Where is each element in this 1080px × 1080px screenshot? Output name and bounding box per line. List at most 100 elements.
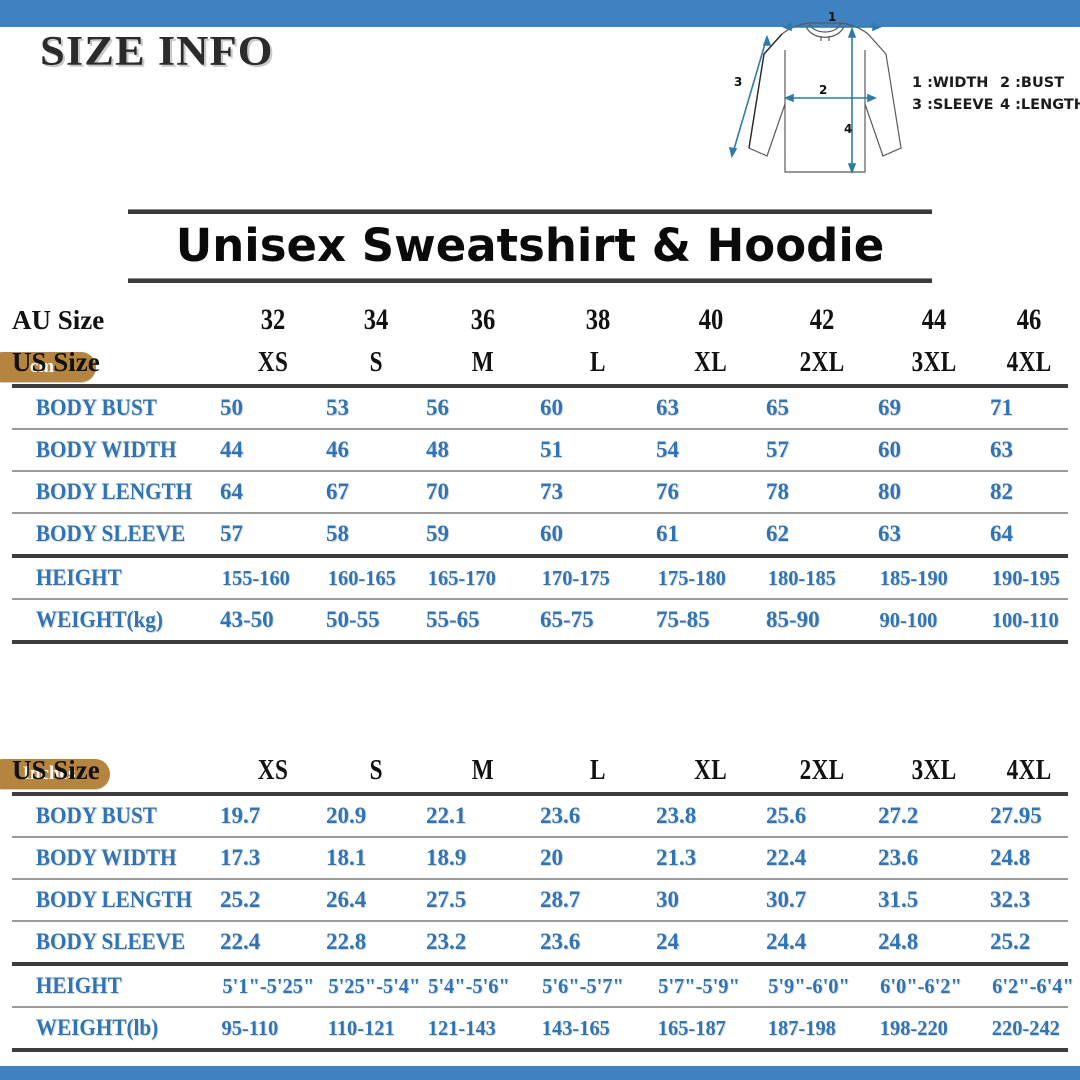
cell-XS: 43-50 (220, 599, 326, 644)
us-size-value: 2XL (799, 345, 845, 378)
au-size-value: 42 (809, 303, 835, 336)
cell-value: 5'1"-5'25" (222, 973, 315, 998)
cell-value: 165-170 (427, 565, 496, 590)
us-size-value: L (590, 345, 606, 378)
row-label-text: BODY LENGTH (35, 479, 193, 504)
cell-value: 20.9 (326, 803, 367, 828)
cell-value: 67 (326, 479, 349, 504)
cell-2XL: 30.7 (766, 879, 878, 922)
cell-S: 20.9 (326, 794, 426, 838)
cell-4XL: 27.95 (990, 794, 1068, 838)
cell-value: 32.3 (990, 887, 1031, 912)
row-label-body-bust: BODY BUST (12, 386, 220, 430)
cell-value: 24.4 (766, 929, 807, 954)
us-size-label: US Size (12, 346, 100, 377)
us-size-cell-L: L (540, 340, 656, 388)
row-label-text: HEIGHT (35, 565, 122, 590)
table-row: BODY BUST 19.7 20.9 22.1 23.6 23.8 25.6 27.2 27.… (12, 794, 1068, 838)
measurement-legend: 1 :WIDTH 2 :BUST 3 :SLEEVE 4 :LENGTH (912, 72, 1080, 116)
cell-XL: 63 (656, 386, 766, 430)
cell-M: 55-65 (426, 599, 540, 644)
us-size-cell-4XL: 4XL (990, 748, 1068, 796)
us-size-cell-S: S (326, 748, 426, 796)
cell-3XL: 185-190 (878, 556, 990, 600)
us-size-value: XL (694, 753, 728, 786)
cell-value: 71 (990, 395, 1013, 420)
cell-value: 30 (656, 887, 679, 912)
us-size-value: XS (257, 753, 289, 786)
table-row: BODY WIDTH 17.3 18.1 18.9 20 21.3 22.4 23.6 24.8 (12, 837, 1068, 880)
au-size-value: 46 (1016, 303, 1042, 336)
au-size-cell-XL: 40 (656, 300, 766, 340)
cell-value: 198-220 (879, 1015, 948, 1040)
cell-value: 121-143 (427, 1015, 496, 1040)
au-size-value: 38 (585, 303, 611, 336)
table-row: BODY WIDTH 44 46 48 51 54 57 60 63 (12, 429, 1068, 472)
cell-4XL: 100-110 (990, 599, 1068, 644)
row-label-body-bust: BODY BUST (12, 794, 220, 838)
cell-value: 51 (540, 437, 563, 462)
row-label-weight-kg: WEIGHT(kg) (12, 599, 220, 644)
table-row: BODY SLEEVE 57 58 59 60 61 62 63 64 (12, 513, 1068, 558)
cell-XL: 75-85 (656, 599, 766, 644)
cell-value: 57 (220, 521, 243, 546)
cell-value: 43-50 (220, 607, 274, 632)
cell-value: 23.8 (656, 803, 697, 828)
cell-value: 27.95 (990, 803, 1042, 828)
cell-value: 19.7 (220, 803, 261, 828)
au-size-value: 32 (260, 303, 286, 336)
cell-value: 65-75 (540, 607, 594, 632)
cell-M: 23.2 (426, 921, 540, 966)
cell-M: 165-170 (426, 556, 540, 600)
us-size-value: XS (257, 345, 289, 378)
cell-XS: 25.2 (220, 879, 326, 922)
cell-value: 56 (426, 395, 449, 420)
row-label-weight-lb: WEIGHT(lb) (12, 1007, 220, 1052)
cell-value: 30.7 (766, 887, 807, 912)
cell-value: 23.2 (426, 929, 467, 954)
cell-value: 55-65 (426, 607, 480, 632)
cell-2XL: 62 (766, 513, 878, 558)
us-size-cell-2XL: 2XL (766, 340, 878, 388)
table-header-row-au: AU Size 32 34 36 38 40 42 44 46 (12, 300, 1068, 340)
cell-2XL: 187-198 (766, 1007, 878, 1052)
table-row: BODY LENGTH 64 67 70 73 76 78 80 82 (12, 471, 1068, 514)
cell-2XL: 24.4 (766, 921, 878, 966)
us-size-cell-4XL: 4XL (990, 340, 1068, 388)
cell-value: 23.6 (540, 929, 581, 954)
cell-L: 170-175 (540, 556, 656, 600)
marker-4-length: 4 (844, 122, 852, 136)
cell-3XL: 31.5 (878, 879, 990, 922)
cell-3XL: 6'0"-6'2" (878, 964, 990, 1008)
cell-value: 65 (766, 395, 789, 420)
cell-4XL: 25.2 (990, 921, 1068, 966)
table-row: WEIGHT(kg) 43-50 50-55 55-65 65-75 75-85 85-90… (12, 599, 1068, 644)
cell-XL: 24 (656, 921, 766, 966)
au-size-cell-S: 34 (326, 300, 426, 340)
us-size-cell-3XL: 3XL (878, 340, 990, 388)
header-label-au: AU Size (12, 300, 220, 340)
cell-value: 76 (656, 479, 679, 504)
cell-M: 56 (426, 386, 540, 430)
cell-value: 53 (326, 395, 349, 420)
cell-value: 90-100 (879, 607, 938, 632)
au-size-label: AU Size (12, 304, 105, 335)
row-label-text: BODY WIDTH (35, 845, 177, 870)
cell-value: 155-160 (221, 565, 290, 590)
cell-value: 24.8 (990, 845, 1031, 870)
cell-value: 170-175 (541, 565, 610, 590)
row-label-height: HEIGHT (12, 964, 220, 1008)
cell-2XL: 25.6 (766, 794, 878, 838)
cell-M: 22.1 (426, 794, 540, 838)
cell-value: 100-110 (991, 607, 1059, 632)
cell-L: 20 (540, 837, 656, 880)
au-size-cell-2XL: 42 (766, 300, 878, 340)
cell-value: 61 (656, 521, 679, 546)
cell-value: 22.8 (326, 929, 367, 954)
cell-S: 46 (326, 429, 426, 472)
cell-M: 18.9 (426, 837, 540, 880)
au-size-cell-4XL: 46 (990, 300, 1068, 340)
table-row: BODY LENGTH 25.2 26.4 27.5 28.7 30 30.7 31.5 32.… (12, 879, 1068, 922)
table-row: BODY SLEEVE 22.4 22.8 23.2 23.6 24 24.4 24.8 25.… (12, 921, 1068, 966)
cell-value: 82 (990, 479, 1013, 504)
